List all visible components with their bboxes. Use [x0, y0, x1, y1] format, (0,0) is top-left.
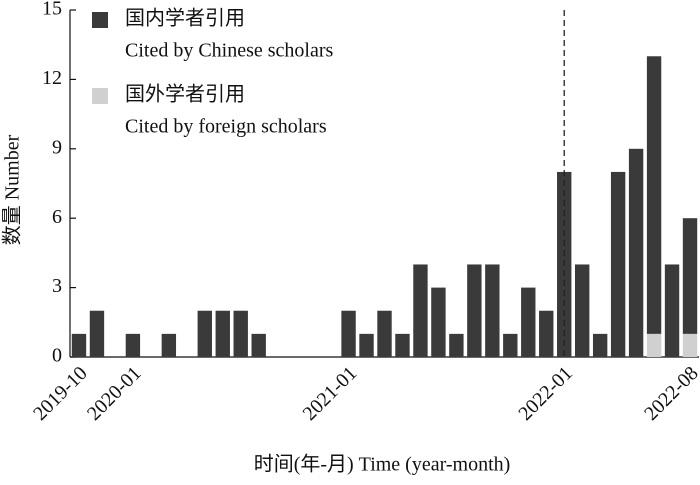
- bar: [646, 333, 662, 357]
- bar: [161, 333, 177, 357]
- legend-label: Cited by Chinese scholars: [125, 40, 334, 62]
- bar: [467, 264, 482, 357]
- legend-label: 国内学者引用: [125, 7, 245, 30]
- bar: [89, 310, 105, 357]
- x-axis-label: 时间(年-月) Time (year-month): [254, 453, 511, 476]
- x-tick-label: 2021-01: [299, 362, 362, 425]
- bar: [125, 333, 141, 357]
- bar: [71, 333, 87, 357]
- bar: [539, 310, 554, 357]
- x-tick-label: 2022-08: [640, 362, 700, 425]
- bar: [377, 310, 392, 357]
- bar: [359, 333, 374, 357]
- x-tick-label: 2020-01: [83, 362, 146, 425]
- bar: [592, 333, 608, 357]
- bar: [610, 171, 626, 357]
- bar: [449, 333, 464, 357]
- y-tick-label: 0: [52, 345, 62, 367]
- legend-swatch: [92, 88, 108, 104]
- y-tick-label: 9: [52, 136, 62, 158]
- legend-label: Cited by foreign scholars: [125, 116, 327, 138]
- x-tick-label: 2019-10: [29, 362, 92, 425]
- bar: [413, 264, 428, 357]
- bar: [341, 310, 356, 357]
- x-tick-label: 2022-01: [514, 362, 577, 425]
- y-axis-label: 数量 Number: [1, 134, 24, 245]
- bar: [628, 148, 644, 357]
- legend-swatch: [92, 12, 108, 28]
- bar: [215, 310, 230, 357]
- y-tick-label: 3: [52, 275, 62, 297]
- bar: [682, 218, 698, 334]
- bar: [485, 264, 500, 357]
- bar: [682, 333, 698, 357]
- bar: [646, 56, 662, 334]
- bar: [197, 310, 212, 357]
- y-tick-label: 12: [42, 67, 62, 89]
- legend-label: 国外学者引用: [125, 83, 245, 106]
- bar: [503, 333, 518, 357]
- y-tick-label: 6: [52, 206, 62, 228]
- bar: [431, 287, 446, 357]
- bar: [251, 333, 266, 357]
- bar: [574, 264, 590, 357]
- bar: [395, 333, 410, 357]
- bar: [521, 287, 536, 357]
- bar: [233, 310, 248, 357]
- bar: [664, 264, 680, 357]
- y-tick-label: 15: [42, 0, 62, 20]
